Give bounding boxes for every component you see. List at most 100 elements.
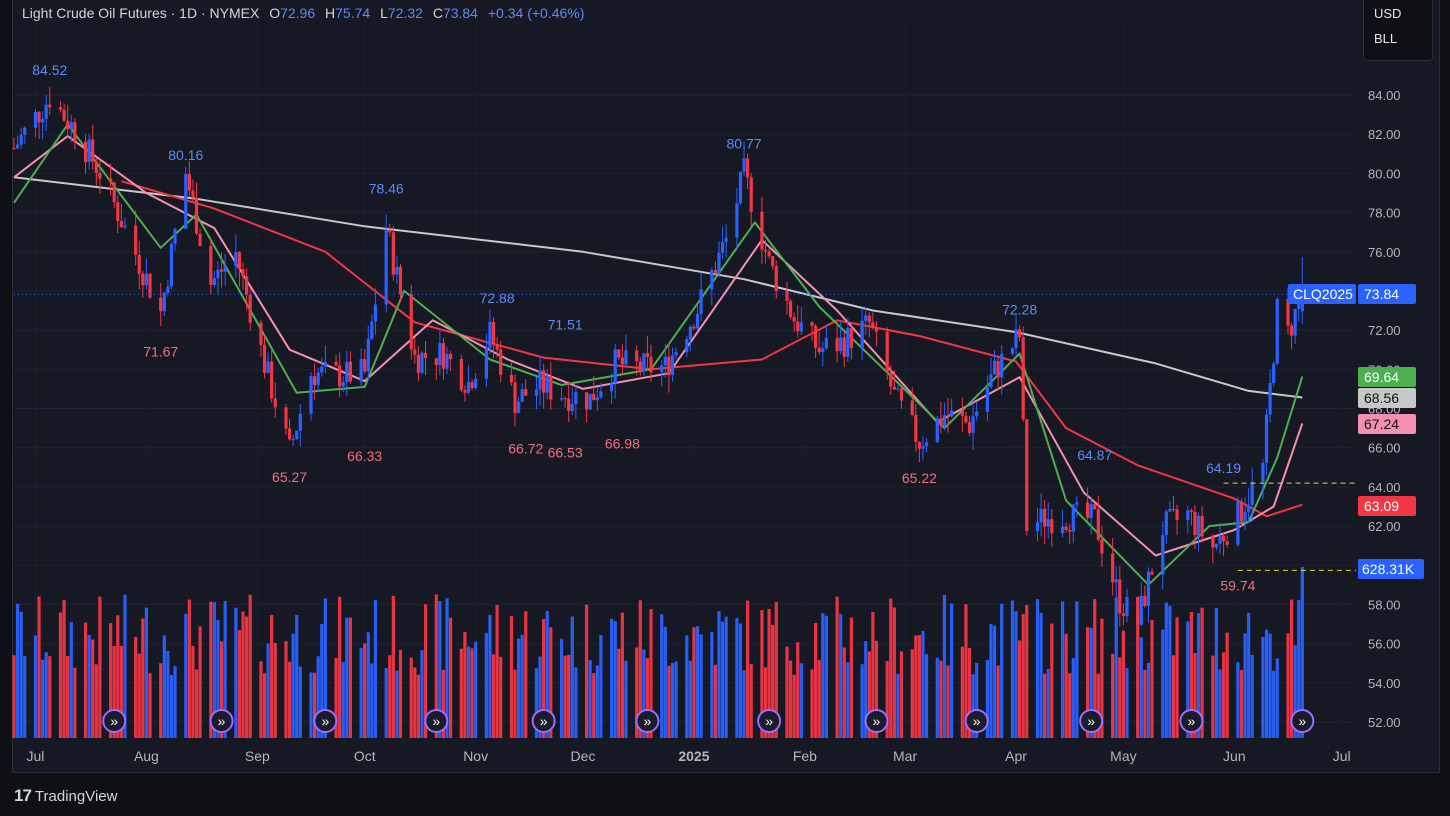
moving-average-20-line: [13, 135, 1304, 557]
candle-body: [570, 404, 574, 411]
candle-body: [1247, 504, 1251, 513]
candle-body: [824, 338, 828, 349]
volume-bar: [971, 674, 975, 738]
candle-body: [1111, 553, 1115, 583]
candle-body: [98, 172, 102, 179]
event-marker-icon[interactable]: [1290, 709, 1315, 733]
candle-body: [946, 415, 950, 417]
candle-body: [1189, 510, 1193, 512]
candle-body: [814, 325, 818, 348]
high-price-label: 64.19: [1206, 460, 1241, 476]
volume-bar: [1236, 662, 1240, 738]
candle-body: [649, 357, 653, 373]
candle-body: [363, 359, 367, 372]
volume-bar: [892, 607, 896, 738]
volume-bar: [33, 635, 38, 738]
candle-body: [409, 294, 413, 350]
event-marker-icon[interactable]: [531, 709, 556, 733]
volume-bar: [116, 615, 120, 738]
event-marker-icon[interactable]: [424, 709, 449, 733]
currency-unit-panel[interactable]: USD BLL: [1363, 0, 1433, 61]
candle-body: [162, 292, 166, 312]
candle-body: [284, 407, 288, 429]
volume-bar: [1093, 599, 1097, 738]
volume-bar: [710, 631, 714, 738]
volume-bar: [1286, 633, 1290, 738]
y-tick-label: 52.00: [1368, 715, 1401, 730]
volume-bar: [216, 620, 220, 738]
currency-label[interactable]: USD: [1374, 6, 1402, 21]
high-price-label: 71.51: [548, 317, 583, 333]
volume-bar: [942, 594, 947, 738]
event-marker-icon[interactable]: [864, 709, 889, 733]
candle-body: [134, 225, 138, 255]
candle-body: [717, 252, 721, 274]
candle-body: [198, 233, 202, 246]
volume-bar: [44, 652, 48, 738]
candle-body: [538, 370, 542, 390]
candle-body: [359, 359, 363, 382]
candle-body: [520, 389, 524, 402]
close-value: 73.84: [442, 5, 478, 21]
y-tick-label: 54.00: [1368, 676, 1401, 691]
candle-body: [1289, 325, 1294, 336]
volume-bar: [345, 617, 349, 738]
volume-bar: [1221, 652, 1226, 738]
candle-body: [613, 349, 617, 384]
x-tick-label: Sep: [245, 748, 270, 764]
ma-red-value-tag-text: 63.09: [1364, 498, 1399, 514]
candle-body: [348, 361, 352, 382]
volume-bar: [420, 650, 424, 738]
symbol-title[interactable]: Light Crude Oil Futures · 1D · NYMEX: [22, 5, 260, 21]
candle-body: [924, 442, 929, 447]
volume-bar: [620, 612, 624, 738]
volume-bar: [69, 622, 73, 738]
high-price-label: 80.77: [727, 135, 762, 151]
x-tick-label: Mar: [893, 748, 917, 764]
candle-body: [66, 120, 70, 129]
event-marker-icon[interactable]: [209, 709, 234, 733]
high-price-label: 78.46: [369, 181, 404, 197]
volume-bar: [323, 598, 327, 738]
candle-body: [889, 372, 893, 387]
volume-bar: [173, 666, 177, 738]
candle-body: [345, 361, 349, 383]
volume-bar: [391, 595, 395, 738]
candle-body: [774, 266, 778, 292]
candle-body: [763, 249, 768, 252]
candle-body: [846, 328, 850, 357]
event-marker-icon[interactable]: [1179, 709, 1204, 733]
y-tick-label: 76.00: [1368, 245, 1401, 260]
volume-bar: [1071, 658, 1075, 738]
volume-bar: [645, 658, 650, 738]
candle-body: [917, 441, 922, 449]
event-marker-glyph: »: [321, 713, 329, 729]
footer-brand[interactable]: 17 TradingView: [14, 786, 117, 806]
high-price-label: 84.52: [32, 62, 67, 78]
volume-bar: [1239, 670, 1244, 738]
volume-bar: [821, 613, 825, 738]
candle-body: [860, 320, 864, 349]
unit-label[interactable]: BLL: [1374, 31, 1398, 46]
event-marker-icon[interactable]: [635, 709, 660, 733]
volume-bar: [785, 646, 789, 738]
event-marker-icon[interactable]: [1079, 709, 1104, 733]
volume-bar: [567, 654, 571, 738]
volume-bar: [466, 646, 471, 738]
candle-body: [799, 322, 803, 332]
event-marker-icon[interactable]: [102, 709, 127, 733]
volume-bar: [538, 656, 542, 738]
candle-body: [334, 361, 338, 366]
candle-body: [1164, 511, 1168, 536]
candle-body: [216, 269, 220, 279]
volume-bar: [313, 672, 317, 738]
event-marker-icon[interactable]: [313, 709, 338, 733]
volume-bar: [212, 602, 217, 738]
event-marker-icon[interactable]: [964, 709, 989, 733]
volume-bar: [1289, 599, 1294, 738]
volume-bar: [1089, 627, 1093, 738]
volume-bar: [1039, 612, 1043, 738]
candle-body: [1150, 571, 1154, 575]
event-marker-icon[interactable]: [757, 709, 782, 733]
